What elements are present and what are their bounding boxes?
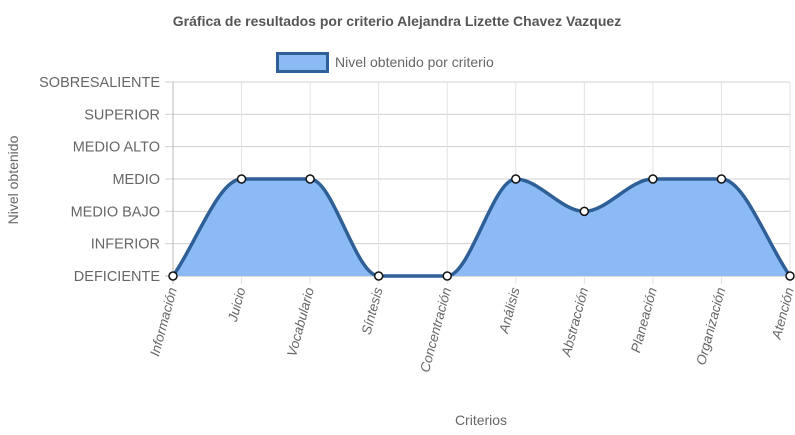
x-tick-label: Información (147, 286, 180, 358)
data-point[interactable] (785, 271, 795, 281)
y-tick-label: MEDIO BAJO (71, 204, 160, 220)
x-tick-label: Atención (769, 286, 795, 342)
y-axis-ticks: DEFICIENTE INFERIOR MEDIO BAJO MEDIO MEDIO A… (39, 75, 160, 285)
data-point[interactable] (716, 174, 727, 184)
x-axis-ticks: Información Juicio Vocabulario Síntesis Conc… (147, 285, 795, 373)
y-axis-label: Nivel obtenido (5, 135, 21, 224)
x-tick-label: Síntesis (359, 286, 386, 337)
chart-title: Gráfica de resultados por criterio Aleja… (173, 13, 621, 29)
x-tick-label: Organización (693, 286, 728, 367)
x-tick-label: Análisis (496, 286, 523, 336)
series-points (168, 174, 795, 281)
y-tick-label: SUPERIOR (84, 107, 160, 123)
y-tick-label: SOBRESALIENTE (39, 75, 160, 91)
data-point[interactable] (305, 174, 315, 184)
data-point[interactable] (236, 174, 247, 184)
data-point[interactable] (648, 174, 658, 184)
data-point[interactable] (442, 271, 452, 281)
data-point[interactable] (373, 271, 384, 281)
data-point[interactable] (579, 206, 590, 217)
x-tick-label: Planeación (628, 286, 660, 354)
x-tick-label: Concentración (417, 286, 454, 374)
data-point[interactable] (168, 271, 178, 281)
x-axis-label: Criterios (455, 412, 507, 428)
legend-swatch (276, 52, 329, 73)
x-tick-label: Abstracción (558, 286, 591, 359)
data-point[interactable] (511, 174, 521, 184)
series-area (171, 177, 792, 278)
y-tick-label: MEDIO (112, 172, 160, 188)
legend: Nivel obtenido por criterio (276, 52, 494, 73)
x-tick-label: Juicio (225, 285, 249, 324)
y-tick-label: MEDIO ALTO (73, 140, 160, 156)
x-tick-label: Vocabulario (284, 285, 317, 358)
legend-label: Nivel obtenido por criterio (335, 54, 494, 70)
series-line (171, 177, 792, 278)
y-tick-label: INFERIOR (91, 237, 160, 253)
y-tick-label: DEFICIENTE (74, 269, 161, 285)
